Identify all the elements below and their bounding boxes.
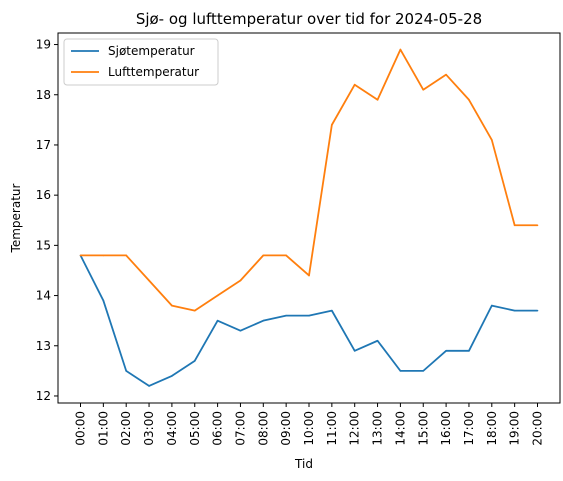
x-tick-label: 17:00 (462, 411, 476, 446)
data-point-lufttemperatur (536, 224, 539, 227)
data-point-sjotemperatur (216, 319, 219, 322)
data-point-lufttemperatur (491, 139, 493, 141)
data-point-lufttemperatur (468, 98, 470, 101)
data-point-lufttemperatur (422, 88, 425, 91)
data-point-lufttemperatur (193, 309, 196, 312)
x-tick-label: 16:00 (439, 411, 453, 446)
x-tick-label: 06:00 (211, 411, 225, 446)
x-tick-label: 13:00 (371, 411, 385, 446)
x-tick-label: 20:00 (531, 411, 545, 446)
x-tick-label: 05:00 (188, 411, 202, 446)
data-point-sjotemperatur (262, 319, 265, 322)
data-point-lufttemperatur (171, 304, 173, 307)
data-point-lufttemperatur (353, 83, 356, 86)
x-tick-label: 18:00 (485, 411, 499, 446)
x-tick-label: 14:00 (393, 411, 407, 446)
y-tick-label: 14 (36, 289, 51, 303)
data-point-lufttemperatur (331, 124, 333, 126)
data-point-lufttemperatur (79, 254, 82, 257)
data-point-lufttemperatur (125, 254, 127, 257)
data-point-sjotemperatur (285, 314, 287, 317)
data-point-sjotemperatur (102, 299, 105, 302)
data-point-lufttemperatur (399, 48, 402, 51)
legend-box (63, 38, 219, 86)
data-point-lufttemperatur (216, 294, 219, 297)
y-tick-label: 17 (36, 138, 51, 152)
data-point-sjotemperatur (148, 385, 150, 387)
x-tick-label: 08:00 (256, 411, 270, 446)
y-tick-label: 13 (36, 339, 51, 353)
data-point-lufttemperatur (376, 98, 379, 101)
data-point-sjotemperatur (353, 349, 356, 352)
data-point-sjotemperatur (331, 309, 333, 312)
legend: Sjøtemperatur Lufttemperatur (63, 38, 219, 86)
data-point-sjotemperatur (308, 314, 310, 317)
data-point-lufttemperatur (445, 73, 447, 76)
data-point-lufttemperatur (262, 254, 265, 257)
data-point-lufttemperatur (102, 254, 105, 257)
data-point-lufttemperatur (239, 279, 242, 282)
data-point-lufttemperatur (285, 254, 287, 257)
x-tick-label: 10:00 (302, 411, 316, 446)
data-point-sjotemperatur (445, 349, 447, 352)
data-point-sjotemperatur (376, 339, 379, 342)
data-point-sjotemperatur (422, 370, 425, 372)
data-point-lufttemperatur (308, 274, 310, 277)
y-tick-label: 18 (36, 88, 51, 102)
y-tick-label: 19 (36, 38, 51, 52)
data-point-lufttemperatur (513, 224, 516, 227)
data-point-sjotemperatur (468, 349, 470, 352)
data-point-sjotemperatur (491, 304, 493, 307)
data-point-sjotemperatur (399, 370, 402, 372)
data-point-lufttemperatur (148, 279, 150, 282)
x-tick-label: 01:00 (96, 411, 110, 446)
x-tick-label: 02:00 (119, 411, 133, 446)
data-point-sjotemperatur (513, 309, 516, 312)
y-tick-label: 12 (36, 389, 51, 403)
data-point-sjotemperatur (171, 375, 173, 377)
data-point-sjotemperatur (125, 370, 127, 372)
legend-label-sjotemperatur: Sjøtemperatur (108, 44, 195, 58)
x-tick-label: 19:00 (508, 411, 522, 446)
y-tick-label: 16 (36, 188, 51, 202)
x-tick-label: 09:00 (279, 411, 293, 446)
x-tick-label: 15:00 (416, 411, 430, 446)
x-tick-label: 03:00 (142, 411, 156, 446)
y-tick-label: 15 (36, 238, 51, 252)
data-point-sjotemperatur (536, 309, 539, 312)
chart-title: Sjø- og lufttemperatur over tid for 2024… (136, 10, 482, 28)
y-axis: 12 13 14 15 16 17 18 19 (36, 38, 58, 403)
x-axis: 00:00 01:00 02:00 03:00 04:00 05:00 06:00 07:00… (74, 403, 545, 446)
legend-label-lufttemperatur: Lufttemperatur (108, 65, 199, 79)
y-axis-label: Temperatur (9, 183, 23, 253)
x-tick-label: 11:00 (325, 411, 339, 446)
data-point-sjotemperatur (239, 329, 242, 332)
x-axis-label: Tid (294, 457, 313, 471)
data-point-sjotemperatur (193, 360, 196, 362)
x-tick-label: 12:00 (348, 411, 362, 446)
x-tick-label: 07:00 (233, 411, 247, 446)
x-tick-label: 00:00 (74, 411, 88, 446)
x-tick-label: 04:00 (165, 411, 179, 446)
series-layer (79, 48, 539, 387)
plot-area (57, 32, 561, 404)
